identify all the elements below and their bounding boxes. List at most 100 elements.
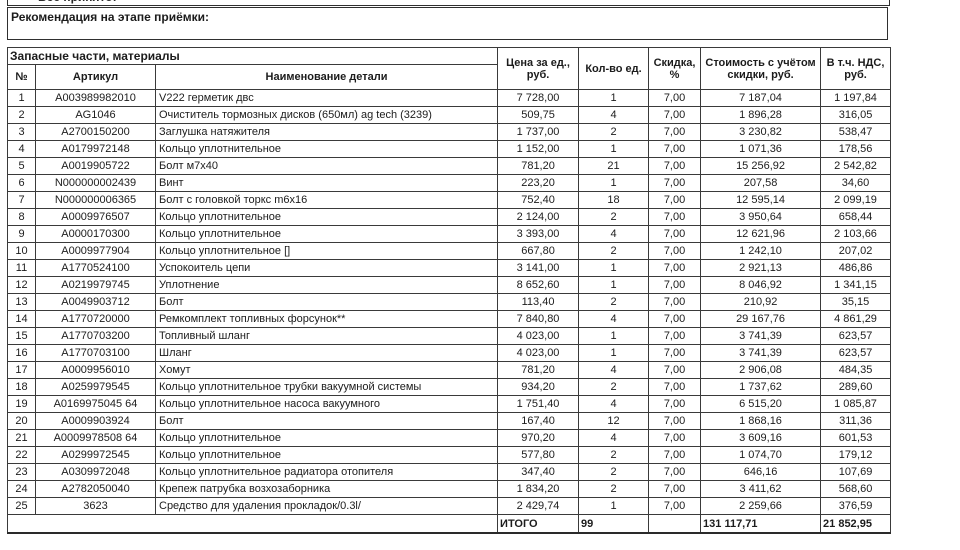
cell-name: Кольцо уплотнительное трубки вакуумной с… bbox=[154, 378, 499, 396]
cell-price: 113,40 bbox=[497, 293, 580, 311]
cell-num: 19 bbox=[7, 395, 36, 413]
cell-discount: 7,00 bbox=[648, 140, 702, 158]
cell-num: 1 bbox=[7, 89, 36, 107]
cell-discount: 7,00 bbox=[648, 310, 702, 328]
cell-vat: 1 197,84 bbox=[820, 89, 892, 107]
table-row: 5 A0019905722 Болт м7х40 781,20 21 7,00 15 256… bbox=[7, 157, 892, 175]
cell-num: 18 bbox=[7, 378, 36, 396]
cell-qty: 12 bbox=[578, 412, 650, 430]
cell-cost: 207,58 bbox=[700, 174, 822, 192]
cell-num: 24 bbox=[7, 480, 36, 498]
cell-qty: 2 bbox=[578, 208, 650, 226]
cell-discount: 7,00 bbox=[648, 497, 702, 515]
cell-discount: 7,00 bbox=[648, 276, 702, 294]
cell-vat: 107,69 bbox=[820, 463, 892, 481]
cell-discount: 7,00 bbox=[648, 225, 702, 243]
cell-qty: 1 bbox=[578, 259, 650, 277]
cell-num: 8 bbox=[7, 208, 36, 226]
cell-vat: 178,56 bbox=[820, 140, 892, 158]
col-header-num: № bbox=[7, 64, 36, 90]
document: Все принято: Рекомендация на этапе приём… bbox=[6, 0, 960, 534]
cell-qty: 1 bbox=[578, 497, 650, 515]
totals-empty-cell bbox=[6, 514, 499, 534]
cell-name: Хомут bbox=[154, 361, 499, 379]
cell-name: Успокоитель цепи bbox=[154, 259, 499, 277]
col-header-cost: Стоимость с учётом скидки, руб. bbox=[700, 47, 822, 90]
cell-vat: 4 861,29 bbox=[820, 310, 892, 328]
parts-table-body: 1 A003989982010 V222 герметик двс 7 728,00 1… bbox=[7, 89, 892, 515]
recommendation-label: Рекомендация на этапе приёмки: bbox=[11, 10, 209, 24]
cell-price: 577,80 bbox=[497, 446, 580, 464]
cell-discount: 7,00 bbox=[648, 157, 702, 175]
cell-name: Кольцо уплотнительное bbox=[154, 140, 499, 158]
cell-vat: 623,57 bbox=[820, 344, 892, 362]
cell-article: A003989982010 bbox=[35, 89, 156, 107]
table-row: 15 A1770703200 Топливный шланг 4 023,00 1 7,0… bbox=[7, 327, 892, 345]
cell-article: A0179972148 bbox=[35, 140, 156, 158]
cell-price: 1 737,00 bbox=[497, 123, 580, 141]
cell-qty: 4 bbox=[578, 310, 650, 328]
cell-vat: 2 099,19 bbox=[820, 191, 892, 209]
table-row: 23 A0309972048 Кольцо уплотнительное радиа… bbox=[7, 463, 892, 481]
cell-vat: 289,60 bbox=[820, 378, 892, 396]
cell-discount: 7,00 bbox=[648, 191, 702, 209]
cell-vat: 376,59 bbox=[820, 497, 892, 515]
table-row: 13 A0049903712 Болт 113,40 2 7,00 210,92 35,15 bbox=[7, 293, 892, 311]
cell-article: A0299972545 bbox=[35, 446, 156, 464]
cell-cost: 2 906,08 bbox=[700, 361, 822, 379]
table-row: 22 A0299972545 Кольцо уплотнительное 577,80… bbox=[7, 446, 892, 464]
cell-article: A0259979545 bbox=[35, 378, 156, 396]
cell-qty: 4 bbox=[578, 395, 650, 413]
cell-price: 223,20 bbox=[497, 174, 580, 192]
table-row: 8 A0009976507 Кольцо уплотнительное 2 124,0… bbox=[7, 208, 892, 226]
parts-table: Запасные части, материалы Цена за ед., р… bbox=[6, 47, 892, 534]
cell-cost: 1 737,62 bbox=[700, 378, 822, 396]
table-row: 2 AG1046 Очиститель тормозных дисков (650м… bbox=[7, 106, 892, 124]
cell-name: V222 герметик двс bbox=[154, 89, 499, 107]
cell-qty: 21 bbox=[578, 157, 650, 175]
table-row: 1 A003989982010 V222 герметик двс 7 728,00 1… bbox=[7, 89, 892, 107]
cell-name: Болт bbox=[154, 293, 499, 311]
cell-num: 10 bbox=[7, 242, 36, 260]
cell-cost: 1 071,36 bbox=[700, 140, 822, 158]
cell-cost: 3 411,62 bbox=[700, 480, 822, 498]
cell-num: 5 bbox=[7, 157, 36, 175]
cell-name: Кольцо уплотнительное [] bbox=[154, 242, 499, 260]
cell-num: 14 bbox=[7, 310, 36, 328]
cell-cost: 2 921,13 bbox=[700, 259, 822, 277]
recommendation-box: Рекомендация на этапе приёмки: bbox=[7, 7, 888, 40]
col-header-vat: В т.ч. НДС, руб. bbox=[820, 47, 892, 90]
cell-num: 23 bbox=[7, 463, 36, 481]
section-title-row: Запасные части, материалы Цена за ед., р… bbox=[6, 47, 892, 90]
cell-price: 167,40 bbox=[497, 412, 580, 430]
cell-article: A0219979745 bbox=[35, 276, 156, 294]
cell-discount: 7,00 bbox=[648, 480, 702, 498]
clipped-top-row: Все принято: bbox=[7, 0, 890, 6]
table-row: 7 N000000006365 Болт с головкой торкс m6x1… bbox=[7, 191, 892, 209]
spacer bbox=[7, 40, 960, 47]
col-header-name: Наименование детали bbox=[154, 64, 499, 90]
cell-vat: 658,44 bbox=[820, 208, 892, 226]
cell-discount: 7,00 bbox=[648, 344, 702, 362]
cell-price: 1 152,00 bbox=[497, 140, 580, 158]
cell-qty: 4 bbox=[578, 429, 650, 447]
totals-label: ИТОГО bbox=[497, 514, 580, 534]
cell-price: 1 834,20 bbox=[497, 480, 580, 498]
cell-cost: 1 242,10 bbox=[700, 242, 822, 260]
cell-name: Кольцо уплотнительное bbox=[154, 225, 499, 243]
cell-vat: 601,53 bbox=[820, 429, 892, 447]
table-row: 19 A0169975045 64 Кольцо уплотнительное на… bbox=[7, 395, 892, 413]
cell-price: 970,20 bbox=[497, 429, 580, 447]
cell-discount: 7,00 bbox=[648, 412, 702, 430]
cell-qty: 1 bbox=[578, 89, 650, 107]
table-row: 11 A1770524100 Успокоитель цепи 3 141,00 1 7,… bbox=[7, 259, 892, 277]
cell-name: Кольцо уплотнительное bbox=[154, 208, 499, 226]
cell-discount: 7,00 bbox=[648, 395, 702, 413]
cell-cost: 8 046,92 bbox=[700, 276, 822, 294]
cell-discount: 7,00 bbox=[648, 208, 702, 226]
col-header-discount: Скидка, % bbox=[648, 47, 702, 90]
cell-article: A0049903712 bbox=[35, 293, 156, 311]
cell-article: N000000002439 bbox=[35, 174, 156, 192]
cell-num: 13 bbox=[7, 293, 36, 311]
totals-row: ИТОГО 99 131 117,71 21 852,95 bbox=[6, 514, 892, 534]
